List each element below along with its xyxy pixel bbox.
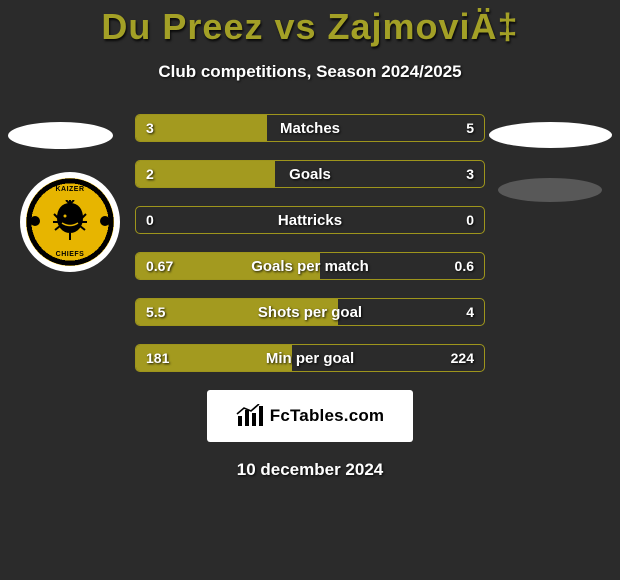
stat-row: 181Min per goal224	[135, 344, 485, 372]
stat-row: 3Matches5	[135, 114, 485, 142]
stat-value-right: 4	[466, 299, 474, 325]
club-badge-ball-right	[100, 216, 110, 226]
club-badge: KAIZER CHIEFS	[20, 172, 120, 272]
footer-brand-text: FcTables.com	[270, 406, 385, 426]
player-right-ellipse-2	[498, 178, 602, 202]
stat-value-right: 5	[466, 115, 474, 141]
date-label: 10 december 2024	[0, 460, 620, 480]
stat-row: 2Goals3	[135, 160, 485, 188]
stat-row: 0.67Goals per match0.6	[135, 252, 485, 280]
page-title: Du Preez vs ZajmoviÄ‡	[0, 0, 620, 48]
stat-label: Goals	[136, 161, 484, 187]
stat-value-right: 224	[451, 345, 474, 371]
player-right-ellipse-1	[489, 122, 612, 148]
stat-value-right: 0	[466, 207, 474, 233]
stat-value-right: 0.6	[455, 253, 474, 279]
stat-label: Shots per goal	[136, 299, 484, 325]
stat-label: Goals per match	[136, 253, 484, 279]
stat-value-right: 3	[466, 161, 474, 187]
stat-row: 0Hattricks0	[135, 206, 485, 234]
club-badge-top-text: KAIZER	[55, 186, 84, 193]
club-badge-inner: KAIZER CHIEFS	[26, 178, 114, 266]
player-left-ellipse	[8, 122, 113, 149]
club-badge-head-icon	[48, 200, 92, 244]
club-badge-ball-left	[30, 216, 40, 226]
bar-chart-icon	[236, 404, 264, 428]
stat-label: Hattricks	[136, 207, 484, 233]
stat-label: Matches	[136, 115, 484, 141]
subtitle: Club competitions, Season 2024/2025	[0, 62, 620, 82]
stat-label: Min per goal	[136, 345, 484, 371]
footer-brand-badge[interactable]: FcTables.com	[207, 390, 413, 442]
club-badge-bottom-text: CHIEFS	[56, 251, 85, 258]
stat-row: 5.5Shots per goal4	[135, 298, 485, 326]
stats-container: 3Matches52Goals30Hattricks00.67Goals per…	[135, 114, 485, 372]
